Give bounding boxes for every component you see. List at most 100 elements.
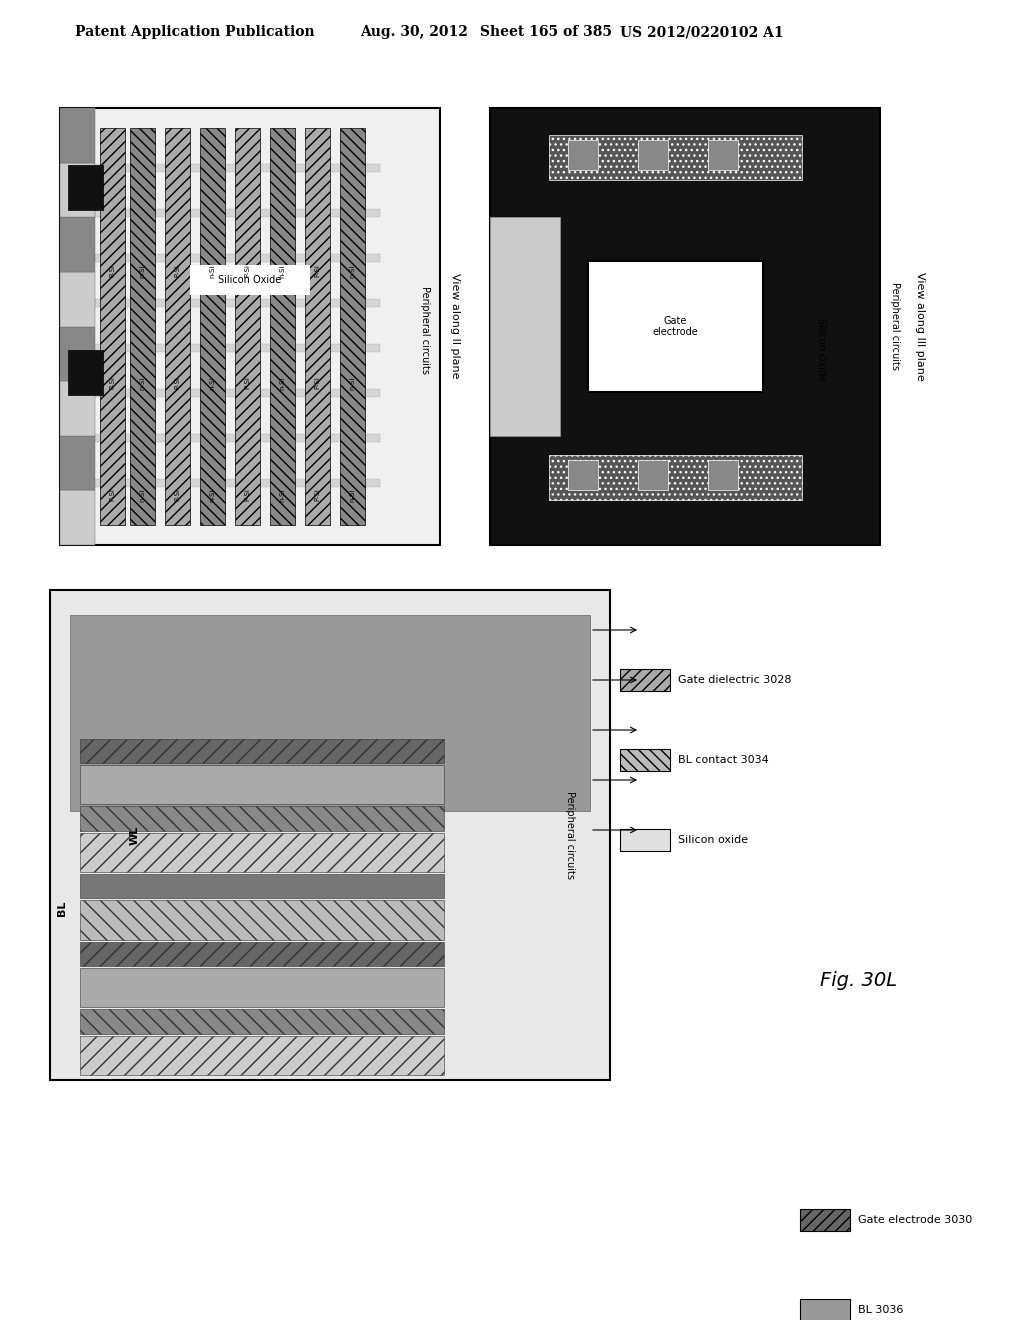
Bar (60, 108, 95, 162)
Text: n-Si: n-Si (279, 376, 285, 389)
Bar (568, 140, 598, 170)
Bar (340, 128, 365, 525)
Text: Peripheral circuits: Peripheral circuits (890, 282, 900, 370)
Bar (80, 968, 444, 1007)
Bar (190, 265, 310, 294)
Bar (549, 455, 802, 500)
Bar (60, 381, 95, 436)
Bar (60, 490, 95, 545)
Bar (95, 300, 380, 308)
Text: Patent Application Publication: Patent Application Publication (75, 25, 314, 40)
Bar (60, 272, 95, 326)
Text: Peripheral circuits: Peripheral circuits (565, 791, 575, 879)
Bar (490, 108, 880, 545)
Text: P-Si: P-Si (109, 488, 115, 502)
Bar (588, 261, 763, 392)
Bar (200, 128, 225, 525)
Text: n-Si: n-Si (279, 488, 285, 502)
Bar (165, 128, 190, 525)
Bar (60, 436, 95, 490)
Bar (50, 590, 610, 1080)
Bar (100, 128, 125, 525)
Bar (800, 1209, 850, 1232)
Text: n-Si: n-Si (349, 376, 355, 389)
Bar (95, 345, 380, 352)
Text: P-Si: P-Si (109, 264, 115, 277)
Bar (620, 669, 670, 690)
Text: n-Si: n-Si (279, 264, 285, 277)
Bar (95, 434, 380, 442)
Bar (80, 1010, 444, 1034)
Text: n-Si: n-Si (139, 488, 145, 502)
Bar (95, 164, 380, 172)
Bar (709, 459, 738, 490)
Bar (95, 479, 380, 487)
Bar (80, 738, 444, 763)
Text: P-Si: P-Si (314, 264, 319, 277)
Text: BL: BL (57, 900, 67, 916)
Text: BL 3036: BL 3036 (858, 1305, 903, 1315)
Text: Silicon Oxide: Silicon Oxide (816, 318, 826, 381)
Text: Fig. 30L: Fig. 30L (820, 970, 897, 990)
Text: P-Si: P-Si (109, 376, 115, 389)
Bar (130, 128, 155, 525)
Text: BL contact 3034: BL contact 3034 (678, 755, 769, 766)
Text: Sheet 165 of 385: Sheet 165 of 385 (480, 25, 612, 40)
Text: P-Si: P-Si (174, 488, 180, 502)
Text: n-Si: n-Si (349, 264, 355, 277)
Text: n-Si: n-Si (349, 488, 355, 502)
Text: Gate
electrode: Gate electrode (652, 315, 698, 338)
Bar (620, 748, 670, 771)
Bar (709, 140, 738, 170)
Text: Peripheral circuits: Peripheral circuits (420, 286, 430, 374)
Bar (95, 209, 380, 216)
Bar (68, 350, 103, 395)
Text: WL: WL (130, 825, 140, 845)
Bar (800, 1299, 850, 1320)
Bar (80, 1036, 444, 1074)
Text: n-Si: n-Si (209, 488, 215, 502)
Bar (549, 135, 802, 180)
Text: P-Si: P-Si (244, 264, 250, 277)
Text: n-Si: n-Si (209, 264, 215, 277)
Bar (60, 162, 95, 218)
Text: P-Si: P-Si (314, 376, 319, 389)
Bar (80, 766, 444, 804)
Text: Gate dielectric 3028: Gate dielectric 3028 (678, 675, 792, 685)
Text: P-Si: P-Si (174, 376, 180, 389)
Text: Silicon oxide: Silicon oxide (678, 836, 749, 845)
Text: P-Si: P-Si (244, 376, 250, 389)
Text: Silicon Oxide: Silicon Oxide (218, 275, 282, 285)
Bar (60, 108, 440, 545)
Bar (234, 128, 260, 525)
Bar (70, 615, 590, 810)
Bar (95, 389, 380, 397)
Bar (568, 459, 598, 490)
Bar (80, 941, 444, 966)
Text: n-Si: n-Si (139, 264, 145, 277)
Bar (490, 218, 560, 436)
Bar (95, 253, 380, 261)
Bar (270, 128, 295, 525)
Bar (60, 326, 95, 381)
Text: n-Si: n-Si (209, 376, 215, 389)
Text: Aug. 30, 2012: Aug. 30, 2012 (360, 25, 468, 40)
Text: View along III plane: View along III plane (915, 272, 925, 380)
Text: P-Si: P-Si (314, 488, 319, 502)
Text: n-Si: n-Si (139, 376, 145, 389)
Text: Gate electrode 3030: Gate electrode 3030 (858, 1214, 972, 1225)
Bar (80, 874, 444, 899)
Bar (80, 900, 444, 940)
Bar (68, 165, 103, 210)
Bar (638, 140, 669, 170)
Bar (305, 128, 330, 525)
Text: US 2012/0220102 A1: US 2012/0220102 A1 (620, 25, 783, 40)
Bar (60, 218, 95, 272)
Text: P-Si: P-Si (244, 488, 250, 502)
Bar (80, 807, 444, 830)
Bar (620, 829, 670, 851)
Bar (80, 833, 444, 873)
Text: P-Si: P-Si (174, 264, 180, 277)
Bar (638, 459, 669, 490)
Text: View along II plane: View along II plane (450, 273, 460, 379)
